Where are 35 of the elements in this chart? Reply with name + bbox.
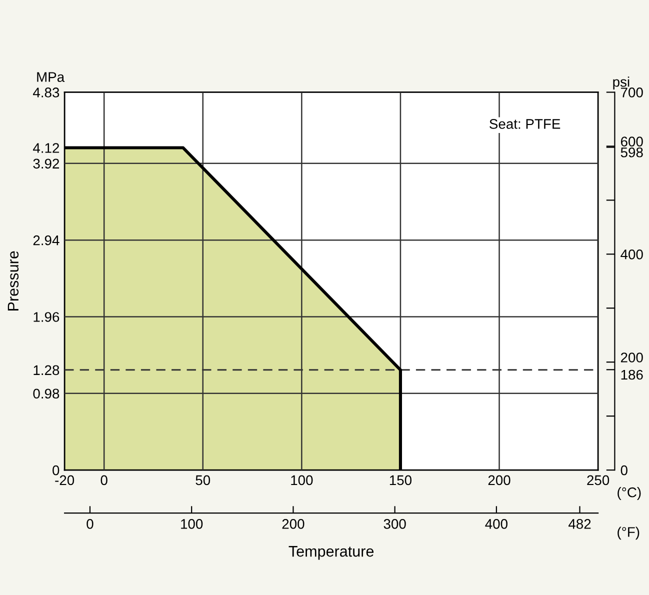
x2-tick-label: 100 <box>181 519 203 529</box>
y-tick-label: 0 <box>52 465 60 476</box>
x-tick-label: 100 <box>291 475 313 486</box>
x-tick-label: 200 <box>488 475 510 486</box>
y2-tick-label: 600 <box>620 136 643 147</box>
x-tick-label: 150 <box>390 475 412 486</box>
text: (°C) <box>618 487 641 500</box>
y-axis-title: Pressure <box>8 251 19 310</box>
x2-tick-label: 400 <box>485 519 508 529</box>
x2-tick-label: 0 <box>86 519 94 529</box>
text: MPa <box>37 72 65 82</box>
x-tick-label: -20 <box>55 475 74 486</box>
y2-tick-label: 0 <box>620 465 628 476</box>
x-tick-label: 50 <box>196 475 210 486</box>
x-tick-label: 250 <box>587 475 610 486</box>
y2-tick-label: 700 <box>620 88 643 98</box>
x-tick-label: 0 <box>100 475 108 486</box>
x2-tick-label: 482 <box>568 519 591 529</box>
y2-tick-label: 186 <box>621 370 643 380</box>
annotation: Seat: PTFE <box>490 119 560 129</box>
y-tick-label: 1.28 <box>34 365 60 376</box>
y2-tick-label: 200 <box>620 352 643 362</box>
text: (°F) <box>618 526 640 540</box>
y-tick-label: 2.94 <box>33 235 60 246</box>
y2-tick-label: 598 <box>620 147 643 158</box>
y-tick-label: 0.98 <box>33 388 60 399</box>
y2-tick-label: 400 <box>620 249 643 260</box>
y2-axis-title: psi <box>613 76 630 90</box>
y-tick-label: 3.92 <box>33 158 60 169</box>
x2-tick-label: 200 <box>282 519 304 529</box>
x2-tick-label: 300 <box>384 519 406 529</box>
y-tick-label: 1.96 <box>34 312 60 322</box>
x-axis-title: Temperature <box>288 546 374 560</box>
y-tick-label: 4.12 <box>33 143 60 153</box>
y-tick-label: 4.83 <box>33 88 60 98</box>
